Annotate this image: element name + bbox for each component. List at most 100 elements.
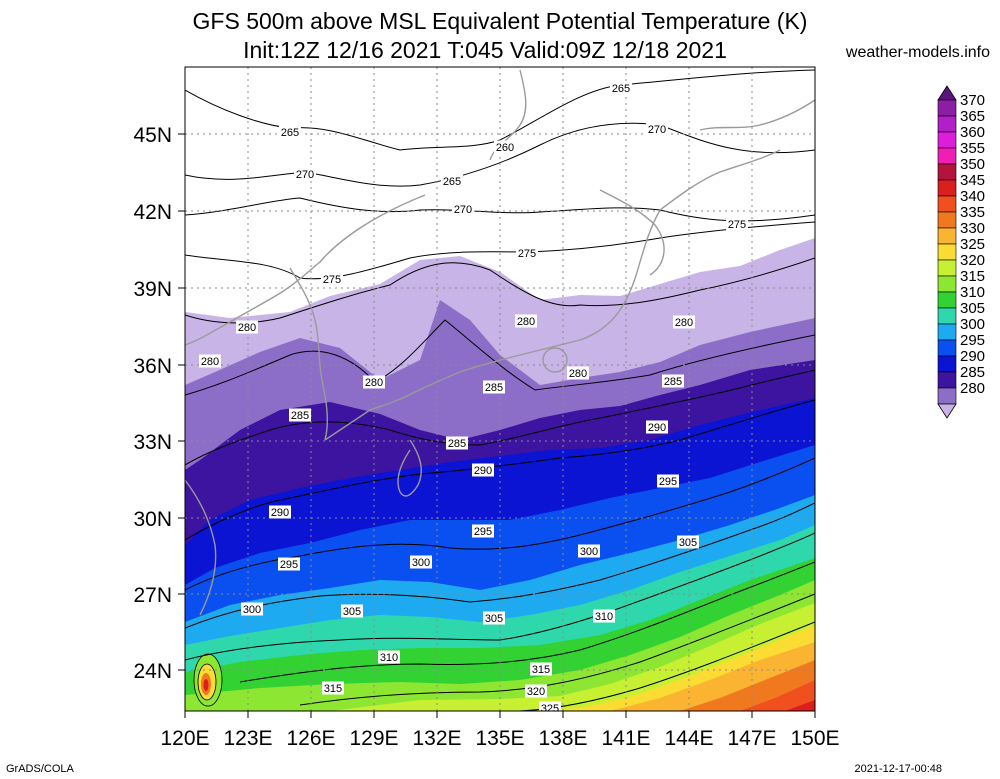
colorbar-swatch — [937, 147, 957, 165]
colorbar-swatch — [937, 227, 957, 245]
contour-label: 280 — [365, 377, 383, 389]
contour-label-bg — [321, 272, 343, 286]
contour-label: 285 — [485, 382, 503, 394]
contour-label: 325 — [541, 703, 559, 715]
lon-label: 135E — [475, 727, 524, 750]
colorbar: 3703653603553503453403353303253203153103… — [937, 85, 985, 419]
colorbar-label: 280 — [960, 380, 985, 397]
contour-label-bg — [657, 474, 679, 488]
contour-label-bg — [452, 202, 474, 216]
lon-label: 123E — [223, 727, 272, 750]
contour-label-bg — [525, 684, 547, 698]
contour-label-bg — [646, 122, 668, 136]
lon-label: 150E — [790, 727, 839, 750]
contour-label: 305 — [343, 606, 361, 618]
lat-label: 33N — [133, 431, 172, 454]
map-field: 265 265 265 260 270 270 270 275 275 275 280 280 280 2… — [185, 67, 815, 715]
contour-label: 290 — [648, 422, 666, 434]
colorbar-swatch — [937, 291, 957, 309]
band-350 — [785, 700, 815, 711]
contour-label-bg — [199, 354, 221, 368]
contour-label-bg — [593, 609, 615, 623]
contour-label-bg — [236, 320, 258, 334]
contour-label-bg — [516, 246, 538, 260]
contour-label-bg — [483, 380, 505, 394]
contour-label: 315 — [324, 683, 342, 695]
lon-label: 129E — [349, 727, 398, 750]
lat-label: 36N — [133, 355, 172, 378]
title-line-1: GFS 500m above MSL Equivalent Potential … — [192, 8, 808, 34]
contour-label-bg — [673, 315, 695, 329]
colorbar-top-arrow — [937, 85, 957, 101]
lon-label: 126E — [286, 727, 335, 750]
contour-label: 280 — [201, 356, 219, 368]
lon-label: 120E — [160, 727, 209, 750]
contour-label: 280 — [675, 317, 693, 329]
colorbar-swatch — [937, 307, 957, 325]
contour-label-bg — [610, 81, 632, 95]
colorbar-swatch — [937, 323, 957, 341]
contour-label-bg — [446, 436, 468, 450]
colorbar-label: 345 — [960, 172, 985, 189]
contour-label-bg — [441, 174, 463, 188]
colorbar-swatch — [937, 115, 957, 133]
contour-label-bg — [289, 408, 311, 422]
colorbar-label: 370 — [960, 92, 985, 109]
latitude-labels: 45N 42N 39N 36N 33N 30N 27N 24N — [133, 124, 172, 683]
contour-label-bg — [472, 524, 494, 538]
colorbar-label: 305 — [960, 300, 985, 317]
lon-label: 138E — [538, 727, 587, 750]
colorbar-swatch — [937, 275, 957, 293]
contour-label-bg — [278, 557, 300, 571]
contour-label-bg — [726, 217, 748, 231]
contour-label: 270 — [648, 124, 666, 136]
contour-label: 265 — [281, 127, 299, 139]
lon-label: 132E — [412, 727, 461, 750]
site-credit: weather-models.info — [845, 44, 990, 61]
lon-label: 144E — [664, 727, 713, 750]
contour-label-bg — [494, 140, 516, 154]
colorbar-label: 290 — [960, 348, 985, 365]
contour-labels: 265 265 265 260 270 270 270 275 275 275 280 280 280 2… — [199, 81, 748, 715]
colorbar-swatch — [937, 355, 957, 373]
lat-label: 30N — [133, 508, 172, 531]
colorbar-label: 285 — [960, 364, 985, 381]
colorbar-label: 340 — [960, 188, 985, 205]
contour-label: 285 — [291, 410, 309, 422]
colorbar-swatch — [937, 387, 957, 405]
contour-label-bg — [279, 125, 301, 139]
colorbar-swatch — [937, 163, 957, 181]
colorbar-label: 335 — [960, 204, 985, 221]
contour-label: 300 — [580, 546, 598, 558]
contour-label: 310 — [595, 611, 613, 623]
contour-label: 305 — [485, 613, 503, 625]
contour-label: 300 — [412, 557, 430, 569]
contour-label: 280 — [238, 322, 256, 334]
colorbar-swatch — [937, 195, 957, 213]
contour-label: 275 — [518, 248, 536, 260]
contour-label: 290 — [271, 507, 289, 519]
colorbar-swatch — [937, 211, 957, 229]
contour-label-bg — [241, 602, 263, 616]
contour-label: 295 — [474, 526, 492, 538]
typhoon-feature — [193, 653, 223, 707]
contour-label: 285 — [664, 376, 682, 388]
lat-label: 27N — [133, 584, 172, 607]
contour-label: 265 — [443, 176, 461, 188]
contour-label: 295 — [280, 559, 298, 571]
colorbar-swatch — [937, 259, 957, 277]
colorbar-label: 365 — [960, 108, 985, 125]
contour-label-bg — [539, 701, 561, 711]
contour-label: 270 — [454, 204, 472, 216]
contour-label: 275 — [323, 274, 341, 286]
colorbar-swatch — [937, 371, 957, 389]
colorbar-swatch — [937, 179, 957, 197]
footer-timestamp: 2021-12-17-00:48 — [854, 763, 942, 775]
colorbar-label: 300 — [960, 316, 985, 333]
contour-label-bg — [322, 681, 344, 695]
contour-label-bg — [646, 420, 668, 434]
colorbar-label: 315 — [960, 268, 985, 285]
contour-label-bg — [483, 611, 505, 625]
contour-label: 295 — [659, 476, 677, 488]
